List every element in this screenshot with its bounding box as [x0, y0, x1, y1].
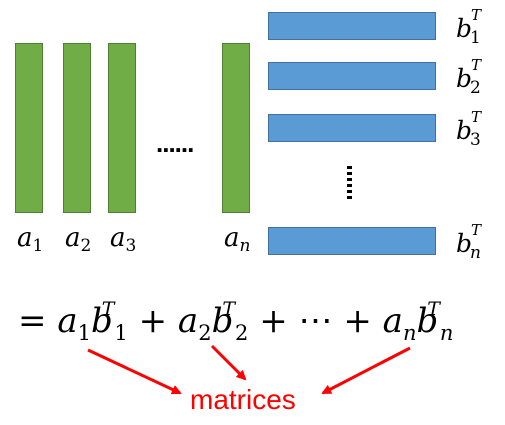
row-vector-b2 — [268, 62, 436, 90]
row-vector-b3 — [268, 114, 436, 142]
row-vector-b1 — [268, 12, 436, 40]
column-vector-a1 — [15, 43, 43, 213]
column-ellipsis: ...... — [156, 128, 194, 158]
label-a1: a1 — [17, 223, 44, 256]
column-vector-an — [222, 43, 250, 213]
row-vector-bn — [268, 227, 436, 255]
arrow-from-term1 — [87, 348, 182, 395]
column-vector-a2 — [63, 43, 91, 213]
outer-product-equation: = a1bT1 + a2bT2 + ⋯ + anbTn — [18, 298, 454, 345]
column-vector-a3 — [108, 43, 136, 213]
arrow-from-term3 — [321, 346, 411, 395]
equals-sign: = — [18, 301, 47, 341]
matrices-label: matrices — [190, 384, 296, 415]
row-ellipsis — [347, 166, 352, 202]
label-an: an — [224, 223, 251, 256]
label-a3: a3 — [110, 223, 137, 256]
arrow-from-term2 — [210, 344, 247, 381]
label-a2: a2 — [65, 223, 92, 256]
